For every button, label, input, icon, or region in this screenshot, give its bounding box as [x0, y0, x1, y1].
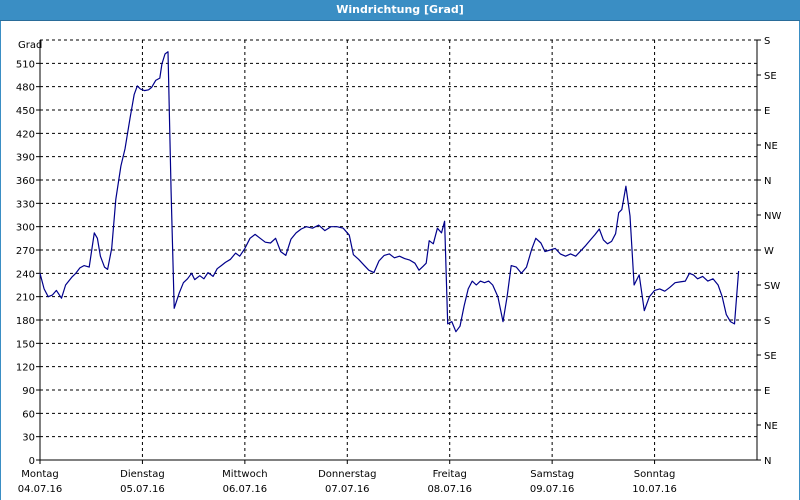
y-tick-label: 240: [16, 269, 35, 280]
y-tick-label: 450: [16, 106, 35, 117]
x-axis-ticks: Montag 04.07.16 Dienstag 05.07.16 Mittwoch 06…: [18, 460, 677, 495]
y-tick-label: 480: [16, 83, 35, 94]
x-tick-date-label: 05.07.16: [120, 484, 165, 495]
window-frame-left: [0, 21, 1, 500]
y-tick-label: 390: [16, 153, 35, 164]
x-tick-day-label: Sonntag: [634, 469, 676, 480]
right-tick-label: S: [764, 36, 770, 47]
right-tick-label: S: [764, 316, 770, 327]
x-tick-day-label: Freitag: [433, 469, 467, 480]
x-tick-day-label: Dienstag: [120, 469, 165, 480]
window-title: Windrichtung [Grad]: [336, 3, 464, 16]
y-tick-label: 300: [16, 223, 35, 234]
right-axis-ticks: N NE E SE S SW W NW N NE E SE S: [757, 36, 781, 467]
x-tick-day-label: Montag: [21, 469, 58, 480]
wind-direction-series-line: [39, 51, 740, 333]
right-tick-label: E: [764, 106, 770, 117]
y-axis-ticks: 0 30 60 90 120 150 180 210 240 270 300 330 360 390 420…: [16, 59, 40, 467]
right-tick-label: W: [764, 246, 774, 257]
y-tick-label: 270: [16, 246, 35, 257]
right-tick-label: E: [764, 386, 770, 397]
series-group: [39, 51, 740, 333]
x-tick-day-label: Donnerstag: [318, 469, 376, 480]
right-tick-label: NE: [764, 421, 778, 432]
right-tick-label: SE: [764, 351, 777, 362]
y-tick-label: 90: [22, 386, 35, 397]
y-tick-label: 330: [16, 199, 35, 210]
right-tick-label: N: [764, 456, 771, 467]
y-tick-label: 180: [16, 316, 35, 327]
x-tick-date-label: 06.07.16: [223, 484, 268, 495]
x-tick-date-label: 08.07.16: [427, 484, 472, 495]
x-tick-date-label: 09.07.16: [530, 484, 575, 495]
y-tick-label: 510: [16, 59, 35, 70]
x-tick-date-label: 04.07.16: [18, 484, 63, 495]
y-tick-label: 210: [16, 293, 35, 304]
y-tick-label: 60: [22, 409, 35, 420]
chart-grid: [40, 40, 757, 460]
y-tick-label: 120: [16, 363, 35, 374]
right-tick-label: SE: [764, 71, 777, 82]
y-tick-label: 360: [16, 176, 35, 187]
x-tick-date-label: 07.07.16: [325, 484, 370, 495]
x-tick-day-label: Samstag: [530, 469, 574, 480]
y-tick-label: 420: [16, 129, 35, 140]
right-tick-label: NW: [764, 211, 781, 222]
y-axis-label: Grad: [18, 40, 42, 51]
y-tick-label: 0: [29, 456, 35, 467]
right-tick-label: SW: [764, 281, 780, 292]
y-tick-label: 150: [16, 339, 35, 350]
right-tick-label: N: [764, 176, 771, 187]
plot-frame: [39, 39, 758, 461]
y-tick-label: 30: [22, 433, 35, 444]
x-tick-day-label: Mittwoch: [222, 469, 267, 480]
right-tick-label: NE: [764, 141, 778, 152]
window-title-bar: Windrichtung [Grad]: [0, 0, 800, 21]
x-tick-date-label: 10.07.16: [632, 484, 677, 495]
